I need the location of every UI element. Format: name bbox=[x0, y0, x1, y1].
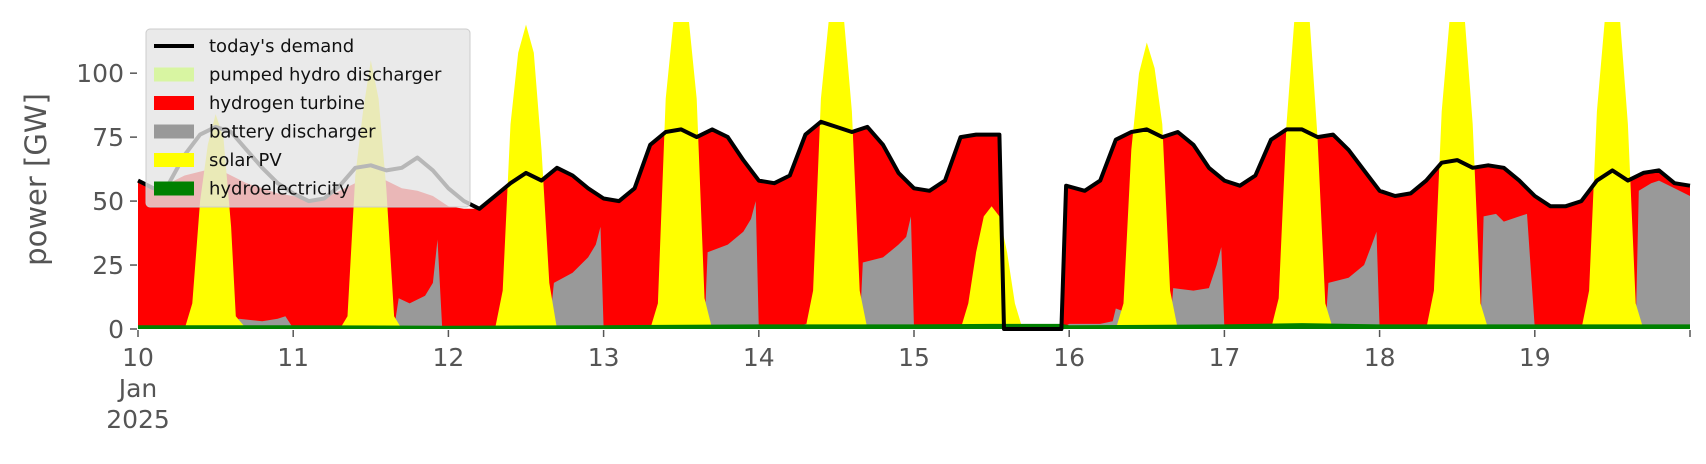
series-area-hydroelectricity bbox=[138, 323, 1690, 329]
x-tick-label: 11 bbox=[277, 343, 309, 372]
x-tick-label: 15 bbox=[898, 343, 930, 372]
legend-label-hydrogen-turbine: hydrogen turbine bbox=[209, 93, 365, 114]
plot-area bbox=[137, 22, 1691, 331]
legend: today's demand pumped hydro discharger hyd… bbox=[145, 28, 471, 208]
series-area-solar-pv bbox=[138, 22, 1690, 329]
y-tick-label: 75 bbox=[92, 123, 124, 152]
x-tick-sublabel-month: Jan bbox=[117, 374, 158, 403]
legend-label-hydroelectricity: hydroelectricity bbox=[209, 179, 350, 200]
y-tick-label: 0 bbox=[108, 315, 124, 344]
x-tick-label: 16 bbox=[1053, 343, 1085, 372]
legend-swatch-hydrogen-turbine bbox=[154, 96, 194, 110]
legend-label-today-s-demand: today's demand bbox=[209, 36, 354, 57]
x-tick-label: 19 bbox=[1519, 343, 1551, 372]
x-tick-label: 17 bbox=[1208, 343, 1240, 372]
legend-swatch-battery-discharger bbox=[154, 124, 194, 139]
legend-label-battery-discharger: battery discharger bbox=[209, 122, 376, 143]
x-tick-label: 13 bbox=[588, 343, 620, 372]
legend-swatch-solar-pv bbox=[154, 153, 194, 167]
legend-label-pumped-hydro-discharger: pumped hydro discharger bbox=[209, 65, 442, 86]
x-tick-label: 12 bbox=[432, 343, 464, 372]
x-tick-label: 18 bbox=[1364, 343, 1396, 372]
x-tick-sublabel-year: 2025 bbox=[106, 405, 170, 434]
legend-swatch-pumped-hydro-discharger bbox=[154, 67, 194, 82]
y-tick-label: 25 bbox=[92, 251, 124, 280]
y-axis-label: power [GW] bbox=[19, 93, 53, 266]
legend-swatch-hydroelectricity bbox=[154, 181, 194, 196]
legend-label-solar-pv: solar PV bbox=[209, 150, 282, 171]
x-tick-label: 14 bbox=[743, 343, 775, 372]
y-tick-label: 50 bbox=[92, 187, 124, 216]
legend-box bbox=[145, 28, 471, 208]
x-tick-label: 10 bbox=[122, 343, 154, 372]
y-tick-label: 100 bbox=[76, 59, 124, 88]
